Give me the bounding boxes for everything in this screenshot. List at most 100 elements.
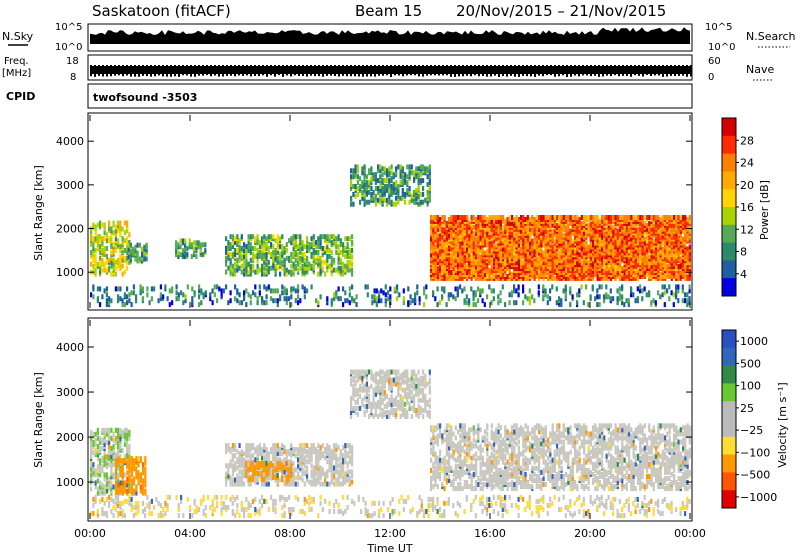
heatmap-cell	[179, 252, 182, 258]
heatmap-cell	[668, 296, 671, 302]
heatmap-cell	[238, 265, 241, 271]
heatmap-cell	[234, 248, 237, 253]
heatmap-cell	[415, 174, 418, 180]
heatmap-cell	[589, 220, 592, 226]
heatmap-cell	[551, 244, 554, 250]
heatmap-cell	[143, 256, 146, 262]
heatmap-cell	[220, 292, 223, 298]
heatmap-cell	[641, 222, 644, 228]
heatmap-cell	[529, 236, 532, 242]
heatmap-cell	[406, 180, 409, 186]
heatmap-cell	[94, 468, 97, 474]
heatmap-cell	[389, 298, 392, 304]
heatmap-cell	[596, 288, 599, 294]
heatmap-cell	[96, 286, 99, 292]
heatmap-cell	[225, 236, 228, 242]
heatmap-cell	[426, 189, 429, 195]
heatmap-cell	[538, 274, 541, 279]
heatmap-cell	[354, 172, 357, 178]
heatmap-cell	[294, 298, 297, 304]
heatmap-cell	[650, 215, 653, 220]
heatmap-cell	[381, 166, 384, 172]
heatmap-cell	[128, 240, 131, 246]
heatmap-cell	[441, 286, 444, 292]
heatmap-cell	[326, 240, 329, 246]
heatmap-cell	[99, 468, 102, 474]
heatmap-cell	[177, 242, 180, 248]
heatmap-cell	[411, 298, 414, 304]
heatmap-cell	[276, 255, 279, 261]
heatmap-cell	[225, 261, 228, 267]
heatmap-cell	[605, 215, 608, 220]
heatmap-cell	[432, 290, 435, 296]
heatmap-cell	[108, 226, 111, 232]
heatmap-cell	[413, 199, 416, 205]
heatmap-cell	[504, 275, 507, 281]
heatmap-cell	[418, 296, 421, 302]
heatmap-cell	[350, 174, 353, 180]
heatmap-cell	[430, 248, 433, 254]
heatmap-cell	[546, 300, 549, 306]
heatmap-cell	[146, 286, 149, 292]
heatmap-cell	[243, 271, 246, 277]
heatmap-cell	[472, 250, 475, 256]
heatmap-cell	[134, 248, 137, 254]
heatmap-cell	[381, 172, 384, 178]
heatmap-cell	[612, 240, 615, 246]
heatmap-cell	[664, 220, 667, 226]
heatmap-cell	[375, 288, 378, 294]
heatmap-cell	[312, 234, 315, 240]
heatmap-cell	[422, 178, 425, 184]
heatmap-cell	[661, 268, 664, 274]
heatmap-cell	[661, 224, 664, 230]
heatmap-cell	[94, 472, 97, 478]
heatmap-cell	[381, 195, 384, 201]
heatmap-cell	[422, 191, 425, 197]
heatmap-cell	[159, 284, 162, 290]
heatmap-cell	[276, 288, 279, 294]
heatmap-cell	[504, 218, 507, 224]
heatmap-cell	[601, 228, 604, 234]
heatmap-cell	[468, 220, 471, 226]
heatmap-cell	[252, 263, 255, 269]
heatmap-cell	[299, 246, 302, 251]
heatmap-cell	[447, 292, 450, 298]
heatmap-cell	[335, 294, 338, 300]
heatmap-cell	[175, 252, 178, 258]
heatmap-cell	[646, 226, 649, 232]
heatmap-cell	[392, 172, 395, 178]
heatmap-cell	[279, 259, 282, 265]
heatmap-cell	[515, 272, 518, 277]
heatmap-cell	[675, 215, 678, 220]
heatmap-cell	[681, 298, 684, 304]
colorbar-segment	[722, 207, 736, 226]
heatmap-cell	[601, 260, 604, 266]
heatmap-cell	[404, 199, 407, 205]
heatmap-cell	[227, 253, 230, 259]
heatmap-cell	[285, 300, 288, 306]
heatmap-cell	[190, 242, 193, 248]
heatmap-cell	[121, 271, 124, 277]
heatmap-cell	[374, 199, 377, 205]
heatmap-cell	[583, 215, 586, 220]
heatmap-cell	[395, 166, 398, 172]
heatmap-cell	[461, 215, 464, 220]
heatmap-cell	[632, 234, 635, 240]
heatmap-cell	[265, 300, 268, 306]
heatmap-cell	[166, 296, 169, 302]
heatmap-cell	[105, 267, 108, 273]
heatmap-cell	[279, 255, 282, 261]
heatmap-cell	[655, 215, 658, 220]
heatmap-cell	[175, 296, 178, 302]
heatmap-cell	[495, 266, 498, 272]
heatmap-cell	[339, 249, 342, 255]
heatmap-cell	[483, 302, 486, 308]
heatmap-cell	[204, 242, 207, 248]
heatmap-cell	[283, 246, 286, 251]
heatmap-cell	[468, 252, 471, 258]
heatmap-cell	[128, 292, 131, 298]
heatmap-cell	[436, 215, 439, 220]
heatmap-cell	[193, 240, 196, 246]
heatmap-cell	[569, 220, 572, 226]
